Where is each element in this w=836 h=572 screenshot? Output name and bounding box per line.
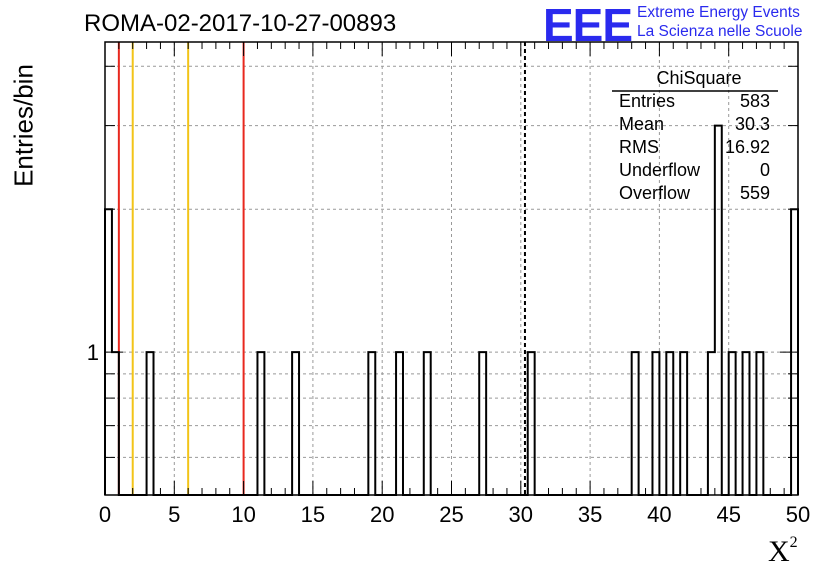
- y-tick-label: 1: [87, 340, 99, 365]
- y-axis-label: Entries/bin: [8, 64, 39, 187]
- reference-lines: [117, 42, 526, 495]
- stats-value: 559: [739, 183, 770, 203]
- logo-line-2: La Scienza nelle Scuole: [637, 23, 803, 40]
- eee-logo: EEE: [543, 0, 633, 51]
- y-axis-title: Entries/bin: [4, 54, 44, 194]
- chart-title: ROMA-02-2017-10-27-00893: [84, 10, 397, 37]
- x-tick-label: 15: [301, 502, 325, 527]
- tick-labels: 0 5 10 15 20 25 30 35 40 45 50 1: [87, 340, 810, 527]
- stats-key: Underflow: [619, 160, 701, 180]
- stats-row: Mean 30.3: [610, 113, 780, 136]
- logo-line-1: Extreme Energy Events: [637, 4, 800, 21]
- stats-row: RMS 16.92: [610, 136, 780, 159]
- stats-key: Overflow: [619, 183, 691, 203]
- stats-key: Entries: [619, 91, 676, 111]
- stats-row: Overflow 559: [610, 182, 780, 205]
- x-axis-title: X2: [768, 534, 798, 568]
- x-tick-label: 40: [647, 502, 671, 527]
- stats-key: RMS: [619, 137, 659, 157]
- x-tick-label: 35: [578, 502, 602, 527]
- x-tick-label: 45: [716, 502, 740, 527]
- x-tick-label: 20: [370, 502, 394, 527]
- x-tick-label: 25: [439, 502, 463, 527]
- stats-row: Underflow 0: [610, 159, 780, 182]
- stats-value: 16.92: [724, 137, 770, 157]
- stats-value: 0: [759, 160, 770, 180]
- stats-value: 30.3: [734, 114, 770, 134]
- x-tick-label: 0: [99, 502, 111, 527]
- stats-value: 583: [739, 91, 770, 111]
- axes: [104, 41, 799, 496]
- stats-row: Entries 583: [610, 90, 780, 113]
- x-tick-label: 5: [168, 502, 180, 527]
- stats-key: Mean: [619, 114, 665, 134]
- stats-box: ChiSquare Entries 583 Mean 30.3 RMS 16.92 U…: [610, 66, 780, 205]
- x-tick-label: 50: [786, 502, 810, 527]
- stats-title: ChiSquare: [656, 68, 742, 88]
- x-tick-label: 30: [509, 502, 533, 527]
- logo-caption: Extreme Energy Events La Scienza nelle S…: [637, 3, 802, 41]
- x-tick-label: 10: [231, 502, 255, 527]
